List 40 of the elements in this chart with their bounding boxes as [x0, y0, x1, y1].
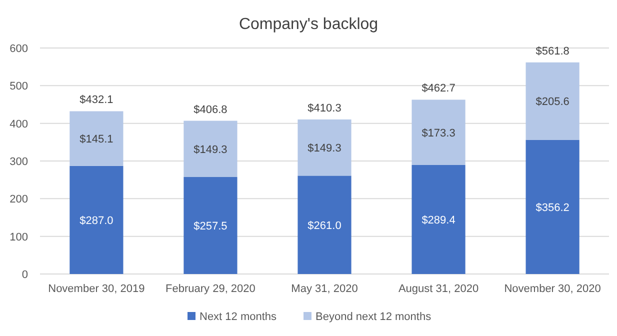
total-label: $432.1	[80, 94, 114, 106]
y-tick-label: 300	[10, 156, 28, 168]
data-label: $289.4	[422, 214, 456, 226]
y-tick-label: 200	[10, 194, 28, 206]
bar	[526, 140, 580, 274]
data-label: $173.3	[422, 127, 456, 140]
bar	[526, 62, 580, 140]
bar	[70, 166, 124, 274]
y-tick-label: 0	[22, 269, 28, 281]
y-tick-label: 400	[10, 118, 28, 130]
y-tick-label: 100	[10, 231, 28, 244]
chart-title: Company's backlog	[238, 16, 378, 33]
y-tick-label: 500	[10, 80, 28, 93]
data-label: $257.5	[194, 220, 228, 233]
data-label: $261.0	[308, 220, 342, 232]
data-label: $205.6	[536, 96, 570, 108]
total-label: $462.7	[422, 82, 456, 95]
x-tick-label: August 31, 2020	[398, 283, 479, 295]
bar	[70, 111, 124, 166]
x-tick-label: May 31, 2020	[291, 283, 358, 295]
data-label: $149.3	[194, 144, 228, 156]
data-label: $287.0	[80, 214, 114, 227]
bar	[412, 164, 466, 274]
data-label: $149.3	[308, 142, 342, 155]
total-label: $406.8	[194, 104, 228, 116]
bar	[412, 100, 466, 165]
legend-label: Next 12 months	[200, 311, 278, 323]
total-label: $561.8	[536, 45, 570, 58]
y-tick-label: 600	[10, 43, 28, 55]
x-tick-label: November 30, 2020	[504, 283, 601, 295]
bar	[298, 119, 352, 176]
data-label: $356.2	[536, 202, 570, 214]
bar	[184, 177, 238, 274]
legend-label: Beyond next 12 months	[316, 311, 432, 323]
bar	[298, 176, 352, 274]
bar	[184, 120, 238, 178]
total-label: $410.3	[308, 102, 342, 114]
x-tick-label: November 30, 2019	[48, 283, 145, 295]
data-label: $145.1	[80, 134, 114, 146]
x-tick-label: February 29, 2020	[166, 283, 256, 295]
